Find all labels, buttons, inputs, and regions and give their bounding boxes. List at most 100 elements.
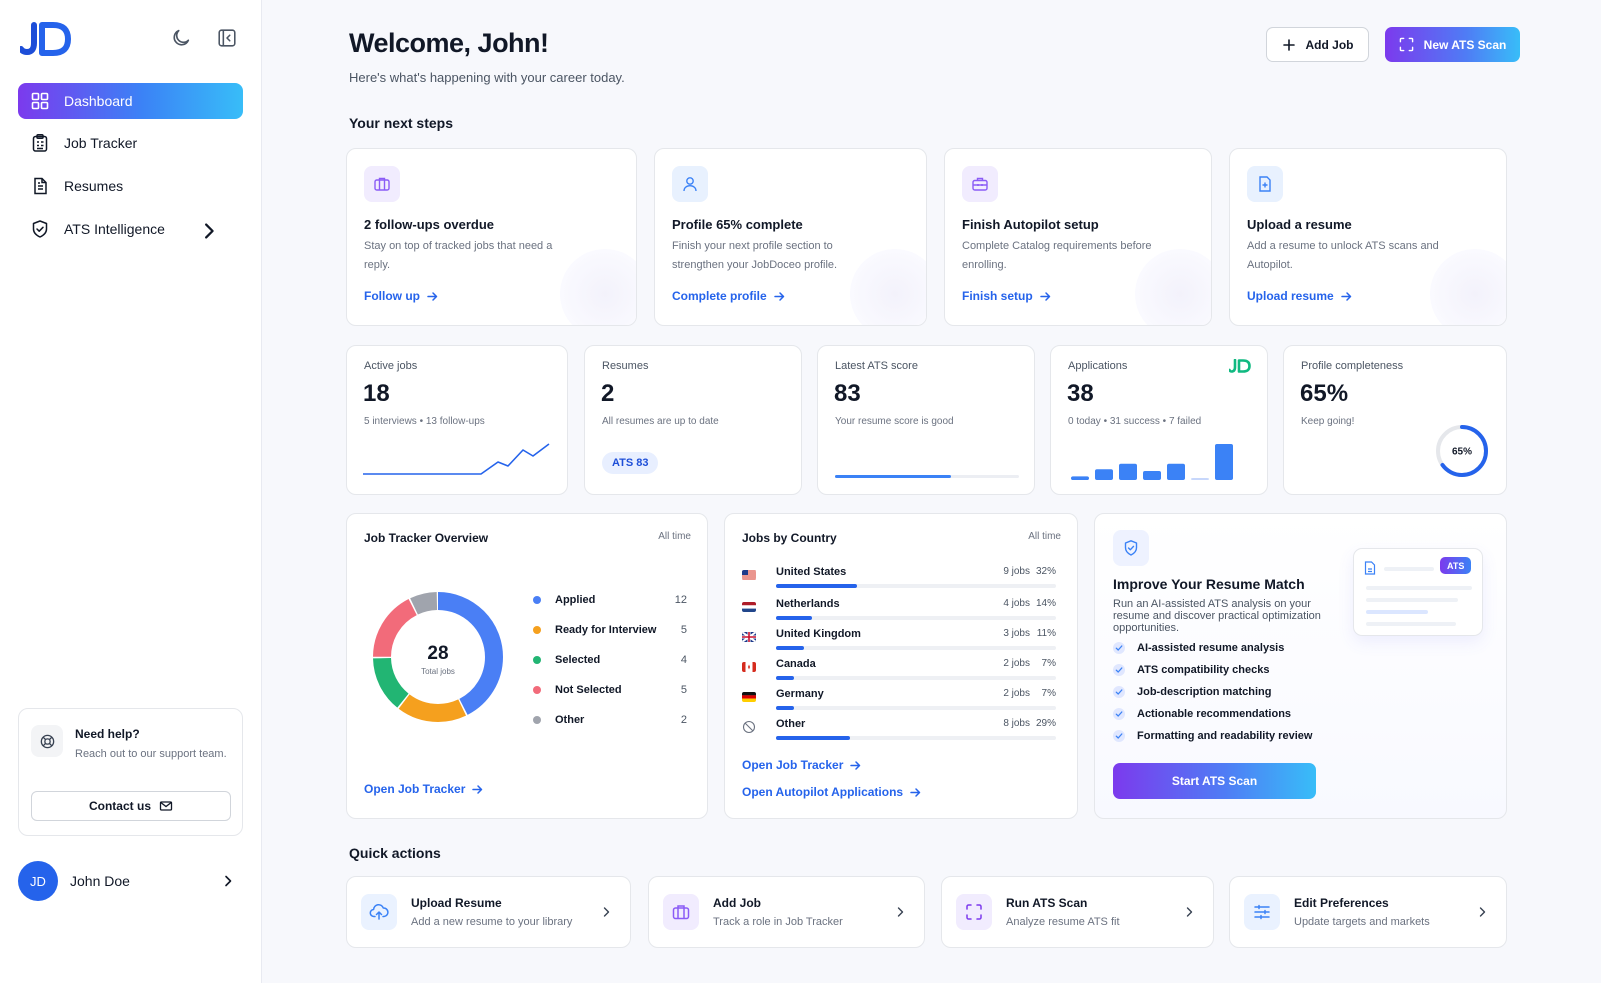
follow-up-link[interactable]: Follow up (364, 289, 439, 303)
document-icon (34, 177, 47, 195)
step-description: Complete Catalog requirements before enr… (962, 240, 1152, 271)
quick-action-title: Edit Preferences (1294, 896, 1389, 910)
placeholder-line (1366, 586, 1472, 590)
contact-us-button[interactable]: Contact us (31, 791, 231, 821)
country-row: United Kingdom 3 jobs 11% (742, 628, 1056, 656)
moon-icon[interactable] (170, 27, 194, 51)
new-ats-scan-label: New ATS Scan (1423, 37, 1507, 52)
ats-score-progress (835, 475, 1019, 478)
chevron-right-icon (603, 907, 610, 917)
step-link-label: Follow up (364, 289, 420, 303)
jd-logo-icon (1229, 359, 1251, 373)
feature-item: Job-description matching (1113, 685, 1271, 699)
link-label: Open Autopilot Applications (742, 785, 904, 799)
legend-item: Ready for Interview 5 (533, 622, 687, 638)
country-name: Netherlands (776, 598, 840, 610)
toolbox-icon (962, 166, 998, 202)
feature-item: Formatting and readability review (1113, 729, 1312, 743)
add-job-button[interactable]: Add Job (1266, 27, 1369, 62)
applications-bar (1071, 476, 1089, 480)
file-icon (1364, 561, 1376, 575)
grid-icon (31, 92, 49, 110)
feature-label: Actionable recommendations (1137, 708, 1292, 720)
open-autopilot-applications-link[interactable]: Open Autopilot Applications (742, 785, 922, 799)
legend-label: Not Selected (555, 684, 622, 696)
legend-dot (533, 626, 541, 634)
country-row: Netherlands 4 jobs 14% (742, 598, 1056, 626)
applications-bar (1119, 463, 1137, 480)
feature-item: Actionable recommendations (1113, 707, 1291, 721)
cloud-upload-icon (361, 894, 397, 930)
stat-label: Latest ATS score (835, 360, 918, 372)
start-ats-scan-button[interactable]: Start ATS Scan (1113, 763, 1316, 799)
new-ats-scan-button[interactable]: New ATS Scan (1385, 27, 1520, 62)
sidebar-item-dashboard[interactable]: Dashboard (18, 83, 243, 119)
quick-action-run-ats-scan[interactable]: Run ATS Scan Analyze resume ATS fit (941, 876, 1214, 948)
check-icon (1113, 686, 1125, 698)
open-job-tracker-link[interactable]: Open Job Tracker (742, 758, 862, 772)
applications-bar-chart (1071, 444, 1233, 480)
step-link-label: Upload resume (1247, 289, 1334, 303)
quick-action-add-job[interactable]: Add Job Track a role in Job Tracker (648, 876, 925, 948)
avatar: JD (18, 861, 58, 901)
jd-logo[interactable] (20, 22, 72, 56)
legend-label: Applied (555, 594, 596, 606)
legend-dot (533, 716, 541, 724)
mail-icon (159, 801, 173, 811)
profile-ring-label: 65% (1452, 447, 1472, 458)
quick-action-title: Run ATS Scan (1006, 896, 1088, 910)
applications-bar (1191, 478, 1209, 480)
complete-profile-link[interactable]: Complete profile (672, 289, 786, 303)
placeholder-line (1384, 567, 1434, 571)
chevron-right-icon (205, 223, 214, 239)
user-menu[interactable]: JD John Doe (18, 861, 243, 901)
quick-action-title: Add Job (713, 896, 761, 910)
quick-action-edit-preferences[interactable]: Edit Preferences Update targets and mark… (1229, 876, 1507, 948)
stat-card-resumes: Resumes 2 All resumes are up to date ATS… (584, 345, 802, 495)
next-step-card: Finish Autopilot setup Complete Catalog … (944, 148, 1212, 326)
stat-subtext: Your resume score is good (835, 416, 954, 427)
step-description: Stay on top of tracked jobs that need a … (364, 240, 553, 271)
country-bar-fill (776, 646, 804, 650)
quick-action-upload-resume[interactable]: Upload Resume Add a new resume to your l… (346, 876, 631, 948)
sidebar-item-label: Resumes (64, 178, 124, 194)
sidebar-item-label: ATS Intelligence (64, 221, 165, 237)
ats-badge: ATS (1440, 557, 1472, 574)
country-name: Canada (776, 658, 816, 670)
quick-actions-heading: Quick actions (349, 845, 441, 861)
country-name: United Kingdom (776, 628, 861, 640)
arrow-right-icon (773, 291, 784, 301)
quick-action-title: Upload Resume (411, 896, 502, 910)
stat-value: 83 (834, 380, 861, 407)
card-decoration (850, 249, 926, 325)
legend-item: Selected 4 (533, 652, 687, 668)
country-percent: 7% (1041, 688, 1056, 699)
us-flag-icon (742, 570, 756, 580)
sidebar-item-resumes[interactable]: Resumes (18, 168, 243, 204)
stat-card-profile: Profile completeness 65% Keep going! 65% (1283, 345, 1507, 495)
profile-progress-ring: 65% (1436, 425, 1488, 477)
arrow-right-icon (850, 760, 861, 770)
card-decoration (1430, 249, 1506, 325)
panel-title: Jobs by Country (742, 531, 837, 545)
next-step-card: Upload a resume Add a resume to unlock A… (1229, 148, 1507, 326)
user-icon (672, 166, 708, 202)
collapse-sidebar-icon[interactable] (216, 27, 240, 51)
sidebar-item-job-tracker[interactable]: Job Tracker (18, 125, 243, 161)
scan-icon (956, 894, 992, 930)
feature-label: ATS compatibility checks (1137, 664, 1270, 676)
open-job-tracker-link[interactable]: Open Job Tracker (364, 782, 484, 796)
country-name: Other (776, 718, 806, 730)
upload-resume-link[interactable]: Upload resume (1247, 289, 1353, 303)
ats-score-progress-fill (835, 475, 951, 478)
country-jobs: 9 jobs (1003, 566, 1030, 577)
country-bar-fill (776, 584, 858, 588)
sidebar-item-label: Job Tracker (64, 135, 138, 151)
de-flag-icon (742, 692, 756, 702)
country-bar-fill (776, 676, 794, 680)
lifebuoy-icon (31, 725, 63, 757)
finish-setup-link[interactable]: Finish setup (962, 289, 1052, 303)
page-title: Welcome, John! (349, 28, 549, 58)
sidebar-item-ats-intelligence[interactable]: ATS Intelligence (18, 211, 243, 247)
country-name: Germany (776, 688, 824, 700)
